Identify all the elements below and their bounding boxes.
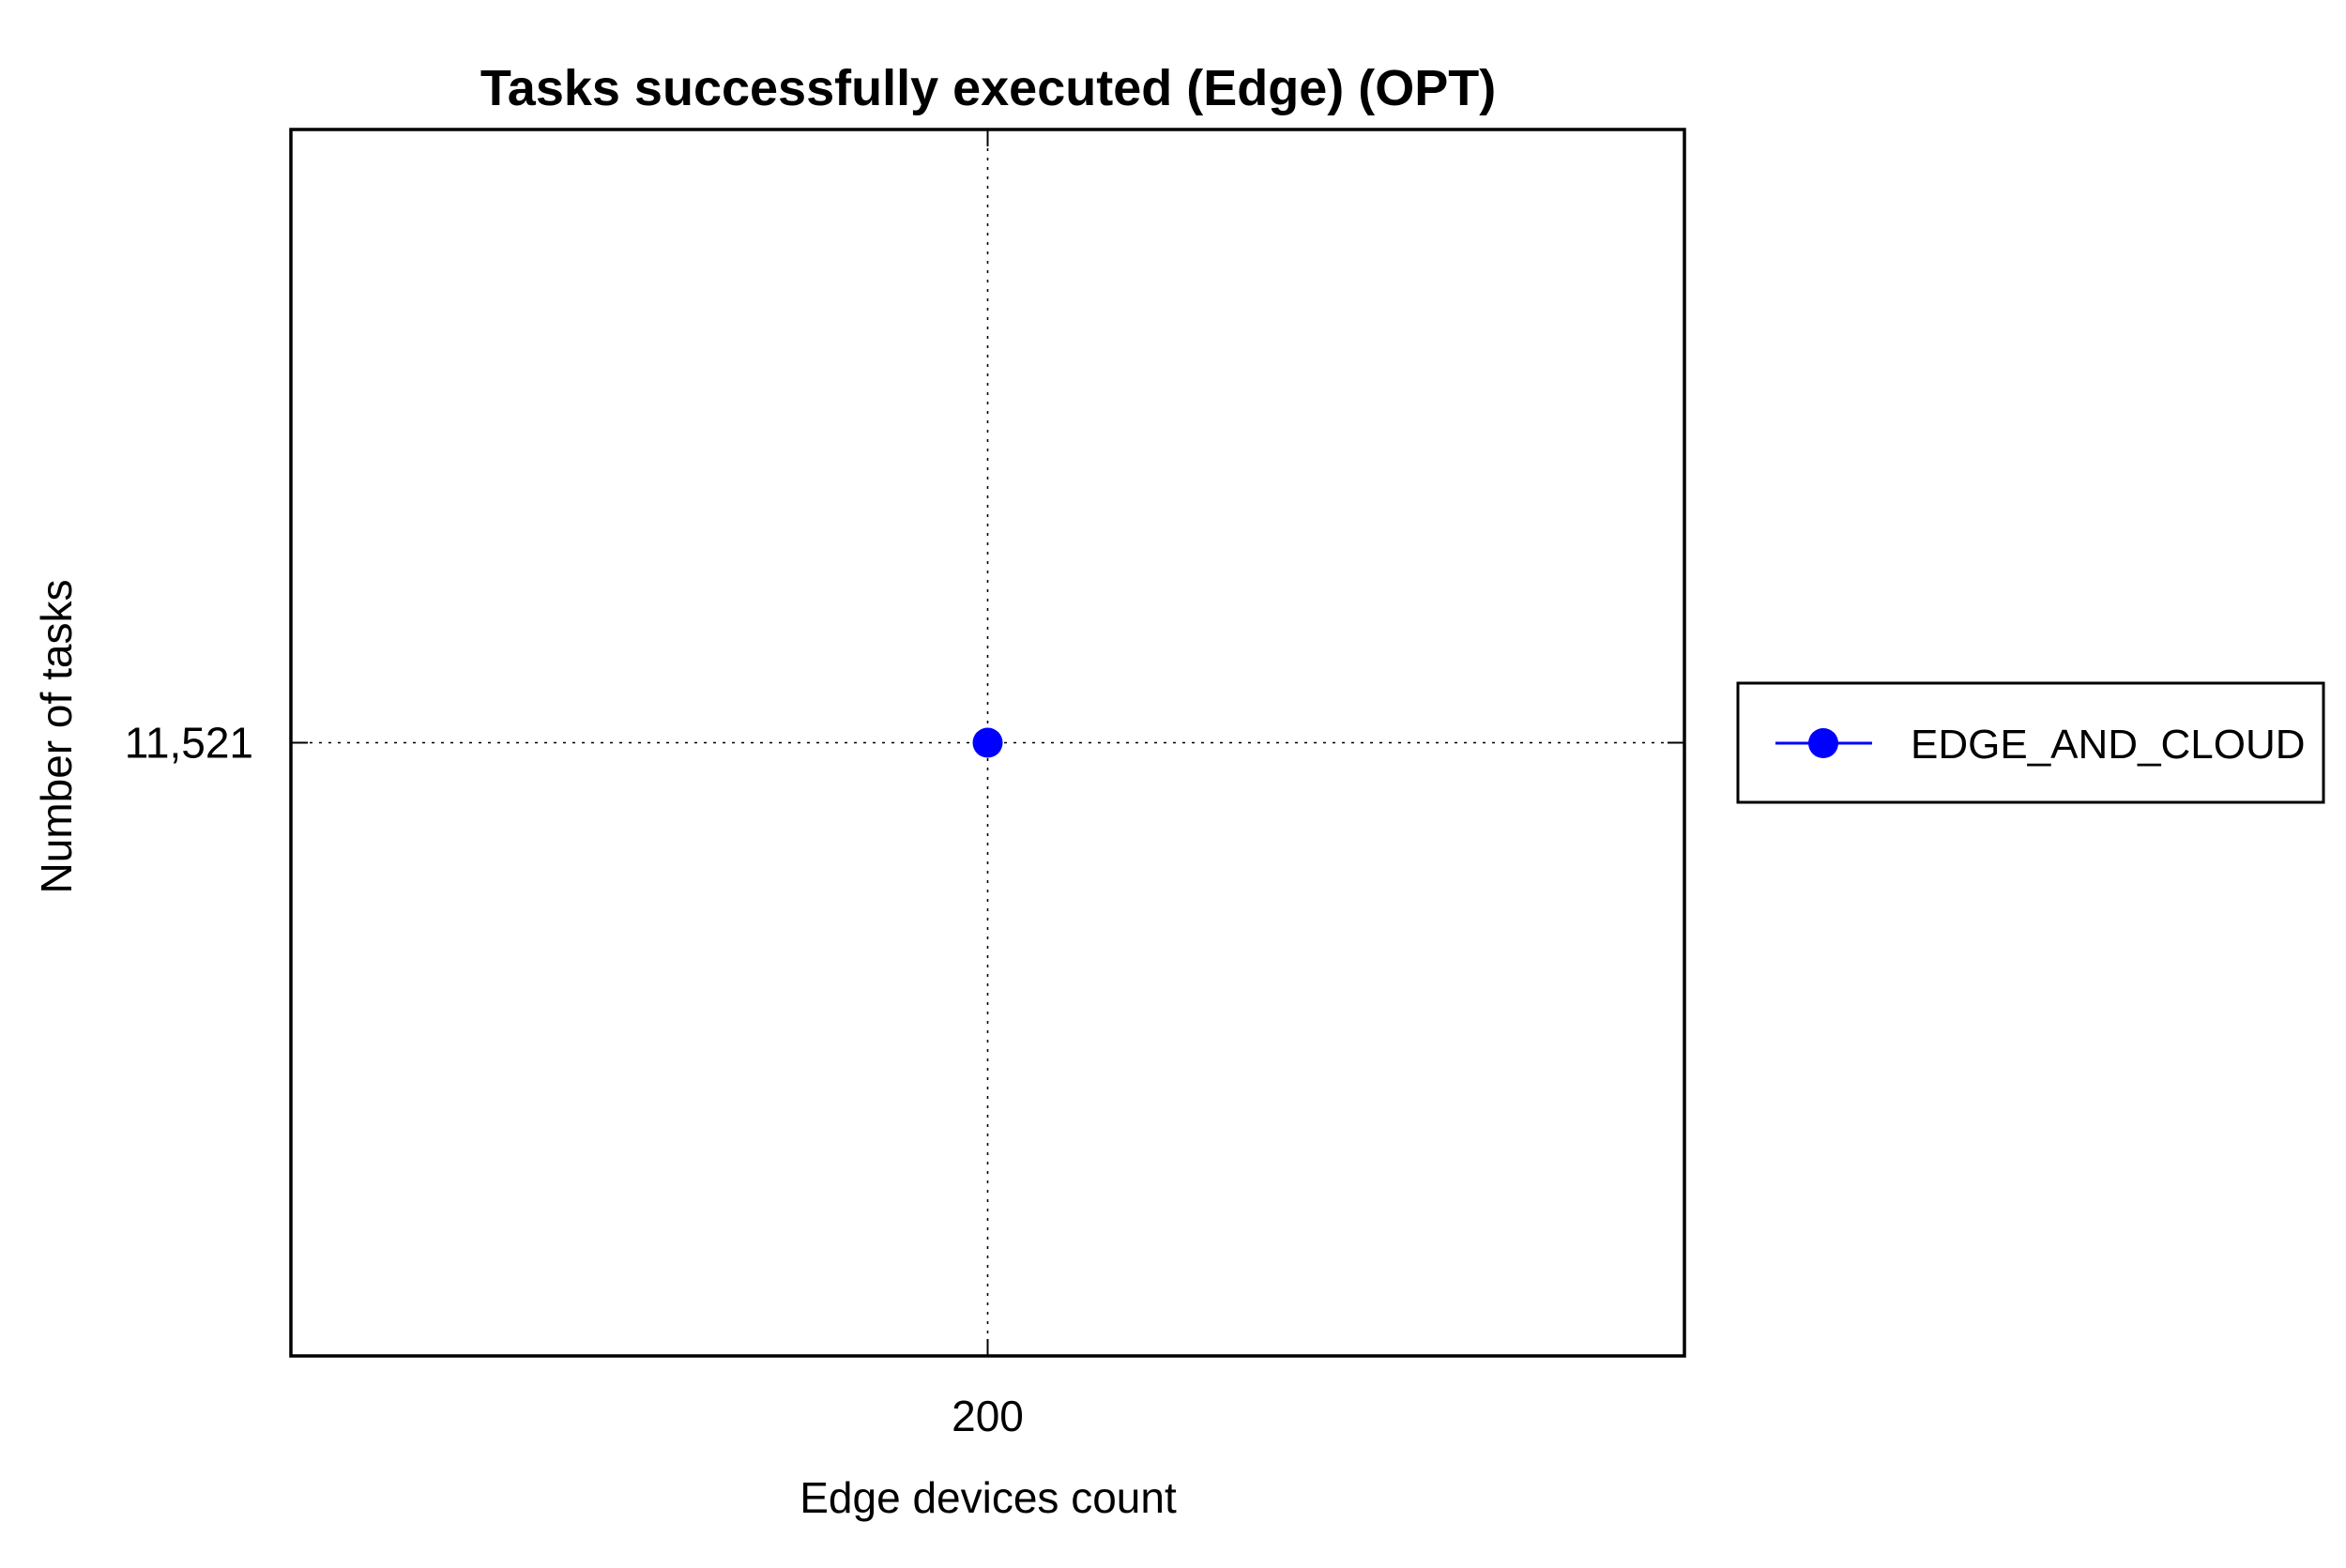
axis-ticks: 200 11,521 [125,129,1684,1440]
legend-series-marker [1808,728,1838,758]
legend: EDGE_AND_CLOUD [1736,681,2325,804]
y-tick-label: 11,521 [125,719,253,768]
y-axis-label: Number of tasks [32,580,81,894]
data-point [972,727,1003,758]
series-layer [972,727,1003,758]
legend-series-label: EDGE_AND_CLOUD [1911,722,2306,768]
x-axis-label: Edge devices count [800,1473,1177,1522]
x-tick-label: 200 [952,1392,1024,1440]
chart-title: Tasks successfully executed (Edge) (OPT) [480,60,1496,116]
